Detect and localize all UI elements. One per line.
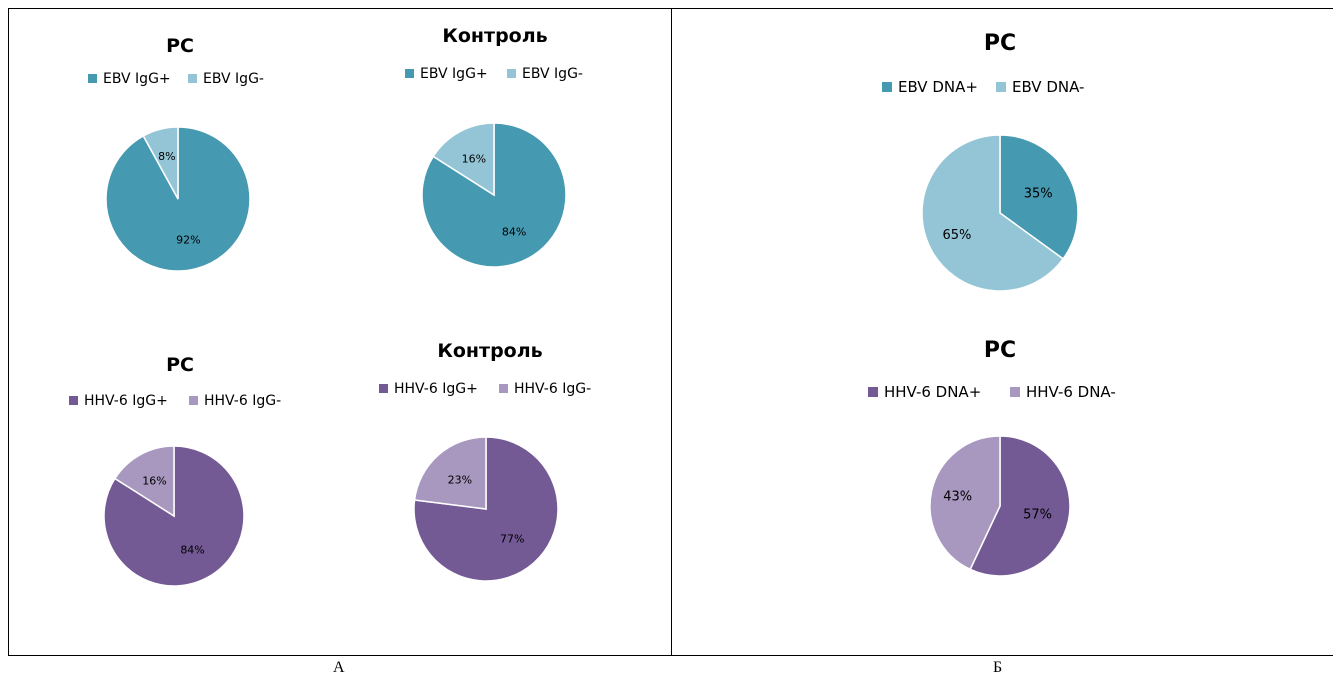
legend-label: HHV-6 IgG- (514, 381, 591, 397)
chart-title: Контроль (437, 340, 542, 362)
legend-label: EBV IgG+ (103, 71, 171, 87)
legend-swatch (1010, 387, 1020, 397)
legend-swatch (882, 82, 892, 92)
chart-ms-ebv-dna: РС EBV DNA+ EBV DNA- 35% 65% (882, 31, 1084, 292)
legend-label: HHV-6 DNA+ (884, 383, 981, 401)
legend-swatch (507, 69, 516, 78)
chart-ms-ebv-igg: РС EBV IgG+ EBV IgG- 92% 8% (88, 35, 264, 272)
chart-title: РС (984, 338, 1016, 363)
pie-slice (432, 122, 495, 197)
legend-label: EBV DNA+ (898, 78, 978, 96)
pie-data-label: 84% (502, 226, 526, 239)
pie-slice (921, 134, 1065, 292)
panel-label-b: Б (993, 659, 1003, 676)
legend-label: EBV IgG- (203, 71, 264, 87)
pie-slice (113, 445, 175, 518)
chart-ms-hhv6-dna: РС HHV-6 DNA+ HHV-6 DNA- 57% 43% (868, 338, 1116, 577)
chart-control-ebv-igg: Контроль EBV IgG+ EBV IgG- 84% 16% (405, 25, 583, 268)
pie-slice (413, 436, 487, 510)
chart-title: РС (166, 354, 194, 376)
legend-swatch (88, 74, 97, 83)
legend-label: HHV-6 IgG- (204, 393, 281, 409)
pie-data-label: 16% (462, 152, 486, 165)
pie-slice (929, 435, 1001, 571)
pie-slice (142, 126, 179, 200)
legend-label: EBV IgG+ (420, 66, 488, 82)
pie-slice (969, 435, 1071, 577)
legend-swatch (379, 384, 388, 393)
chart-title: РС (984, 31, 1016, 56)
panel-label-a: А (333, 659, 345, 676)
panel-divider (671, 9, 672, 655)
legend-swatch (188, 74, 197, 83)
pie-slice (999, 134, 1079, 260)
legend-label: EBV DNA- (1012, 78, 1084, 96)
legend-swatch (405, 69, 414, 78)
pie-data-label: 16% (142, 474, 166, 487)
legend-label: HHV-6 IgG+ (84, 393, 168, 409)
pie-data-label: 77% (500, 533, 524, 546)
pie-data-label: 35% (1024, 187, 1053, 202)
legend-swatch (868, 387, 878, 397)
pie-data-label: 23% (448, 473, 472, 486)
pie-data-label: 84% (180, 544, 204, 557)
figure-frame (8, 8, 1333, 656)
legend-swatch (189, 396, 198, 405)
chart-ms-hhv6-igg: РС HHV-6 IgG+ HHV-6 IgG- 84% 16% (69, 354, 281, 587)
legend-swatch (499, 384, 508, 393)
legend-label: HHV-6 IgG+ (394, 381, 478, 397)
pie-data-label: 65% (942, 228, 971, 243)
chart-title: РС (166, 35, 194, 57)
legend-label: HHV-6 DNA- (1026, 383, 1116, 401)
pie-data-label: 92% (176, 233, 200, 246)
pie-data-label: 43% (943, 490, 972, 505)
legend-swatch (996, 82, 1006, 92)
pie-data-label: 57% (1023, 507, 1052, 522)
legend-swatch (69, 396, 78, 405)
pie-data-label: 8% (158, 150, 175, 163)
chart-control-hhv6-igg: Контроль HHV-6 IgG+ HHV-6 IgG- 77% 23% (379, 340, 591, 582)
legend-label: EBV IgG- (522, 66, 583, 82)
chart-title: Контроль (442, 25, 547, 47)
